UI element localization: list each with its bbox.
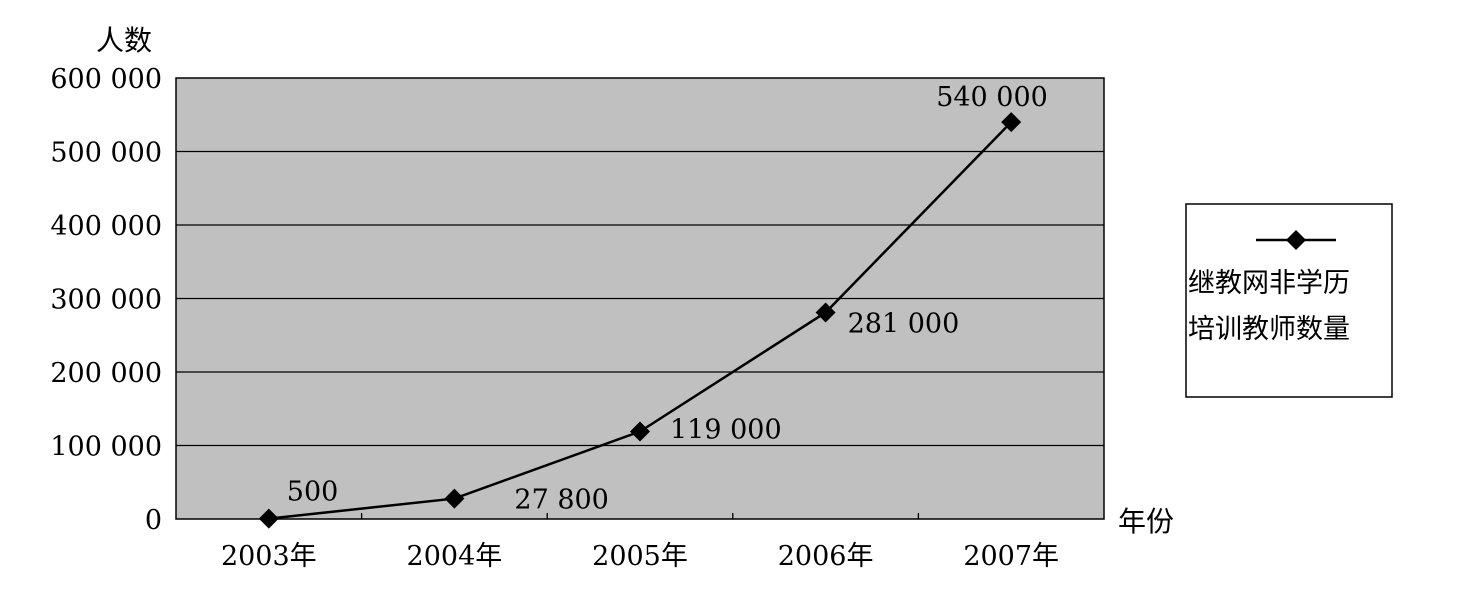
- y-tick-label: 100 000: [50, 432, 162, 463]
- x-tick-label: 2007年: [963, 541, 1059, 572]
- x-tick-label: 2006年: [778, 541, 874, 572]
- data-label: 500: [287, 477, 339, 508]
- y-tick-label: 400 000: [50, 211, 162, 242]
- x-tick-label: 2003年: [221, 541, 317, 572]
- data-label: 540 000: [936, 82, 1048, 113]
- x-tick-label: 2004年: [407, 541, 503, 572]
- legend-label-line-2: 培训教师数量: [1188, 314, 1350, 345]
- data-label: 281 000: [848, 308, 960, 339]
- y-tick-label: 0: [145, 505, 162, 536]
- y-axis-tick-labels: 0 100 000 200 000 300 000 400 000 500 000 600 …: [50, 64, 162, 536]
- data-label: 119 000: [670, 415, 782, 446]
- y-tick-label: 300 000: [50, 285, 162, 316]
- y-tick-label: 600 000: [50, 64, 162, 95]
- x-tick-label: 2005年: [592, 541, 688, 572]
- legend-diamond-marker: [1286, 230, 1306, 250]
- x-axis-ticks: [360, 513, 920, 519]
- legend-label-line-1: 继教网非学历: [1188, 268, 1350, 299]
- legend-box: [1185, 203, 1393, 398]
- legend: 继教网非学历 培训教师数量: [1185, 203, 1393, 398]
- data-point-marker: [258, 508, 279, 529]
- data-point-marker: [1001, 112, 1022, 133]
- y-tick-label: 500 000: [50, 138, 162, 169]
- y-tick-label: 200 000: [50, 358, 162, 389]
- grid-lines: [176, 150, 1104, 447]
- data-point-marker: [815, 302, 836, 323]
- data-point-marker: [444, 488, 465, 509]
- x-axis-tick-labels: 2003年 2004年 2005年 2006年 2007年: [221, 541, 1059, 572]
- x-axis-title: 年份: [1118, 505, 1174, 538]
- data-label: 27 800: [514, 485, 608, 516]
- series-line-group: [258, 112, 1022, 529]
- data-labels: 500 27 800 119 000 281 000 540 000: [287, 82, 1048, 515]
- y-axis-title: 人数: [96, 24, 152, 57]
- data-point-marker: [630, 421, 650, 442]
